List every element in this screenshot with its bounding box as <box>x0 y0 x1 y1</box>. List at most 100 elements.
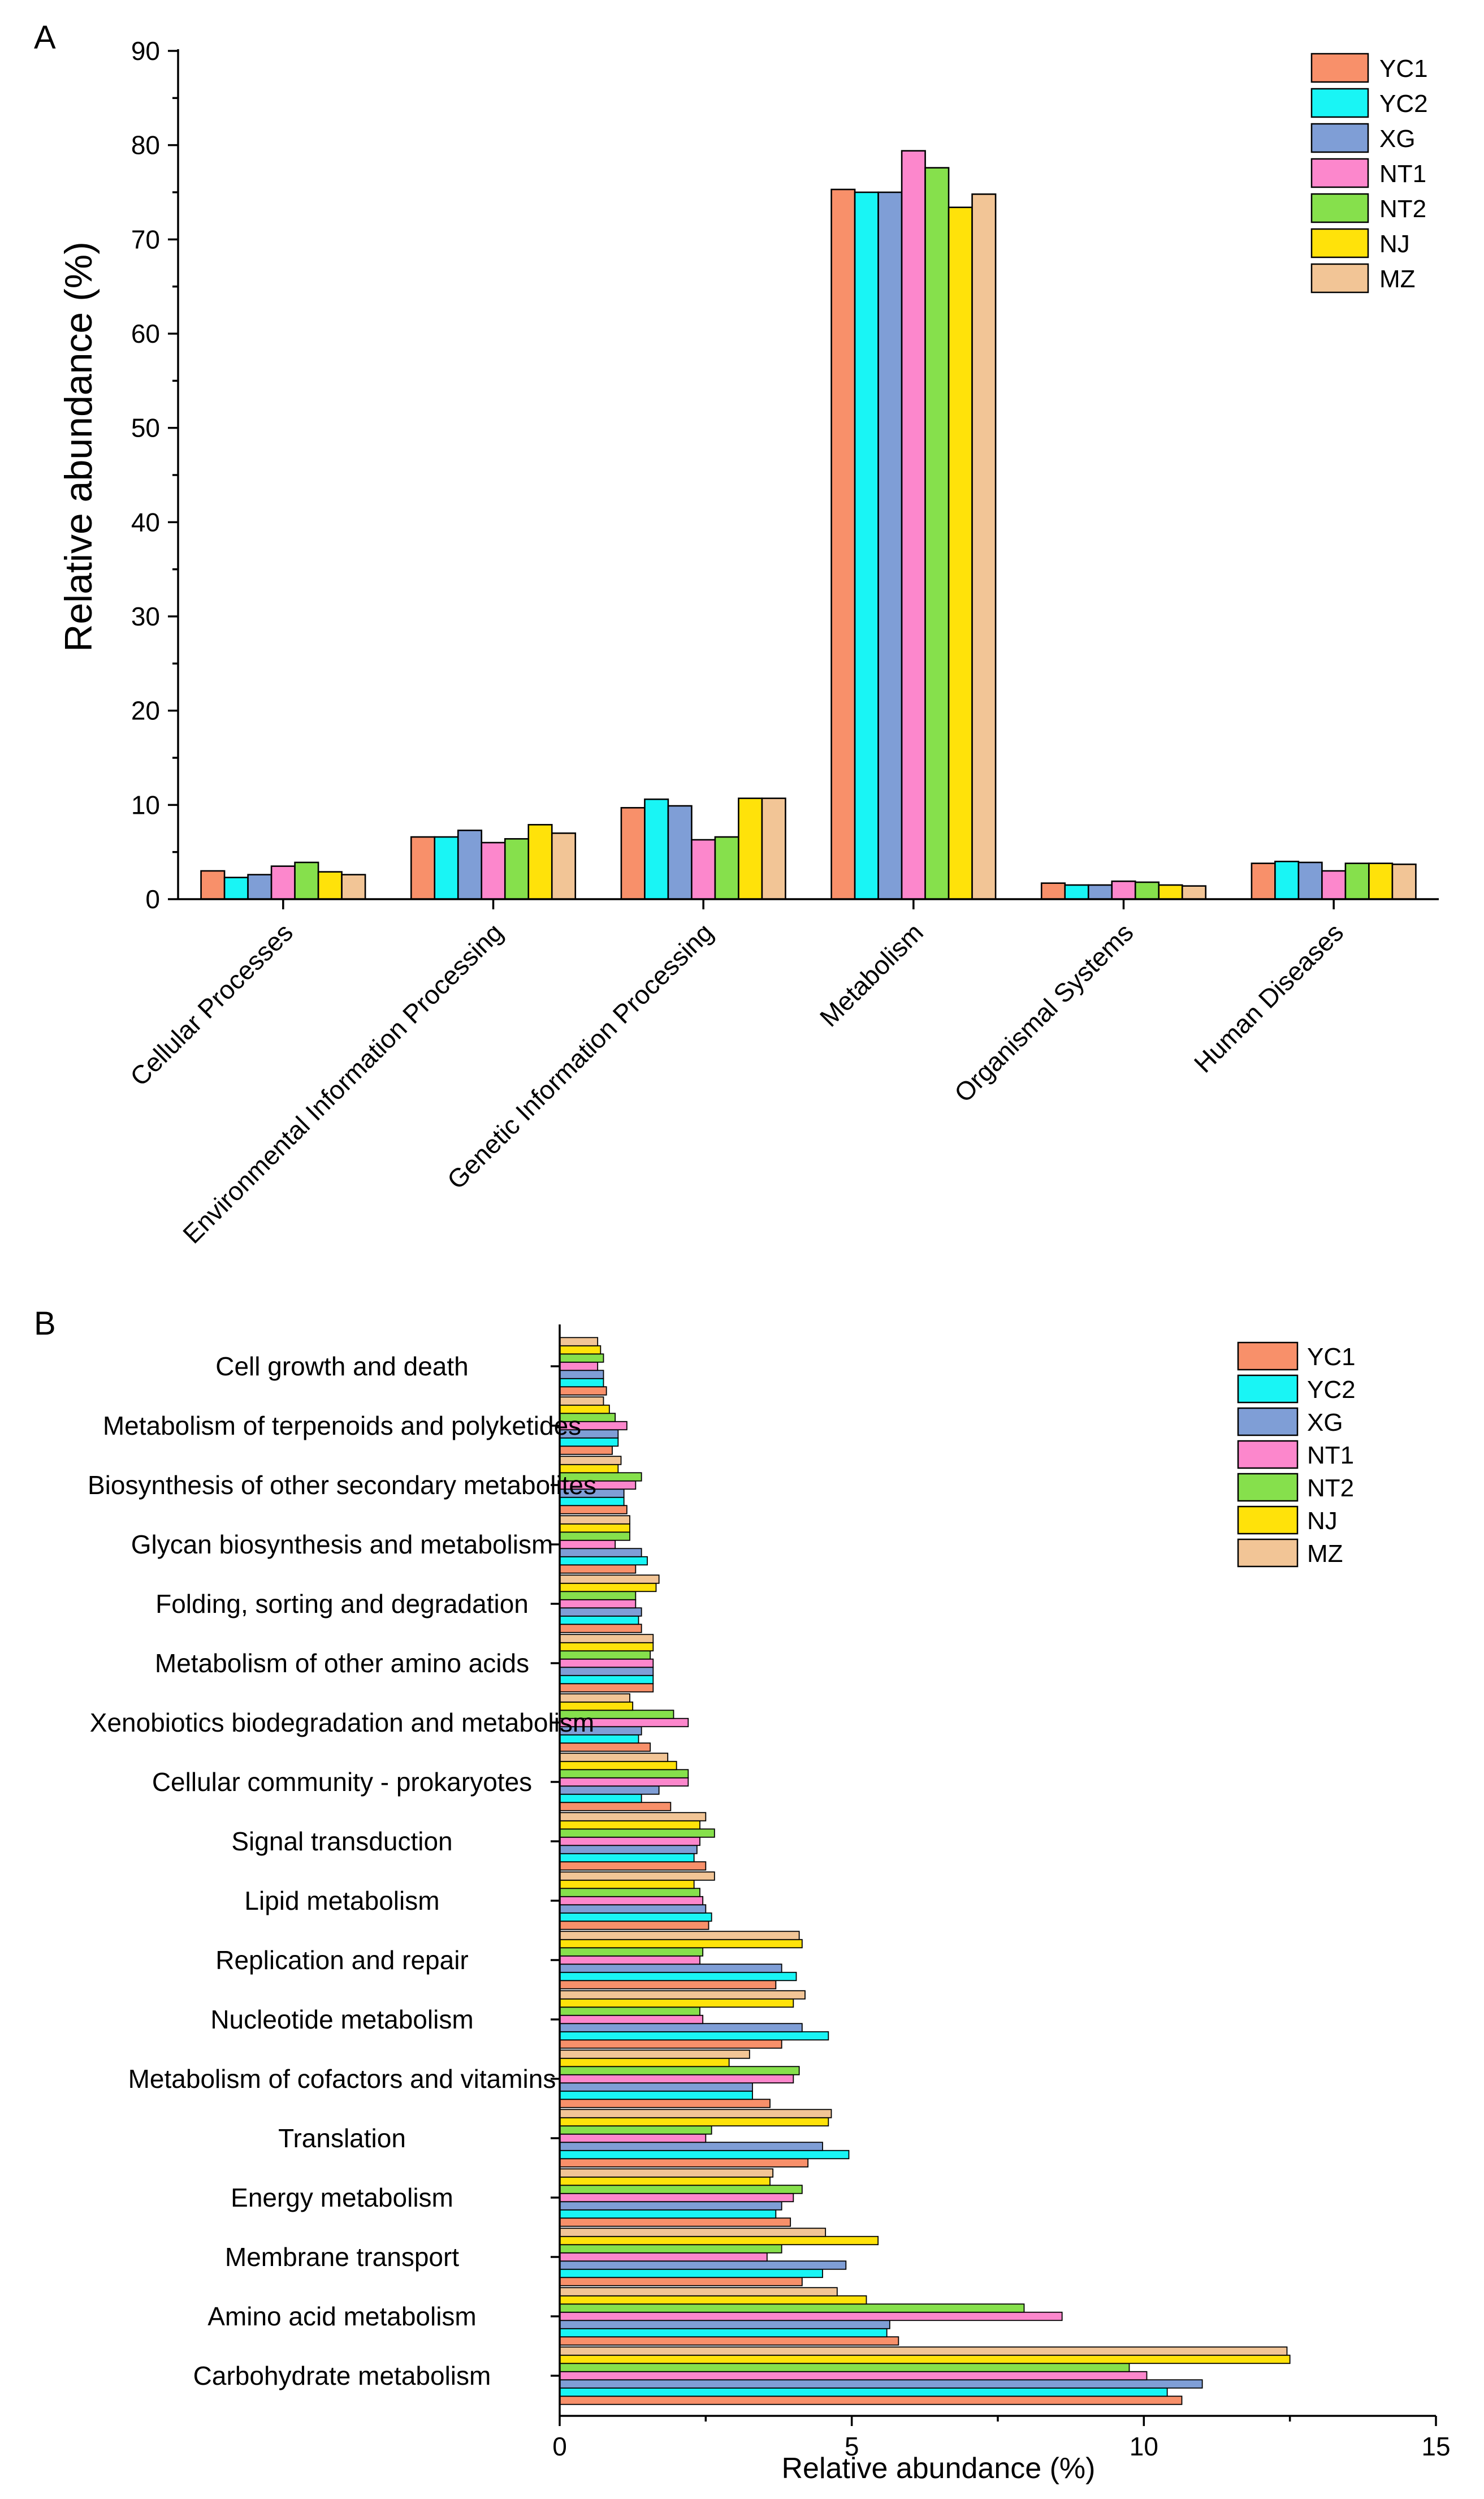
bar-b-xenobiotics-biodegradation-and-metabolism-yc1 <box>559 1742 651 1752</box>
bar-b-glycan-biosynthesis-and-metabolism-nt1 <box>559 1539 616 1550</box>
bar-b-folding-sorting-and-degradation-yc2 <box>559 1615 639 1625</box>
bar-b-signal-transduction-nt2 <box>559 1828 715 1838</box>
bar-b-signal-transduction-yc2 <box>559 1853 695 1863</box>
legend-swatch-b-xg <box>1237 1407 1299 1436</box>
x-tick-label-a: Metabolism <box>814 917 929 1032</box>
y-tick-label-b: Cell growth and death <box>215 1352 469 1381</box>
bar-a-environmental-information-processing-xg <box>457 830 483 900</box>
bar-b-signal-transduction-nj <box>559 1820 700 1830</box>
bar-b-nucleotide-metabolism-yc2 <box>559 2031 829 2041</box>
legend-label-a-yc1: YC1 <box>1379 55 1428 83</box>
bar-a-human-diseases-xg <box>1297 861 1323 900</box>
bar-b-carbohydrate-metabolism-yc1 <box>559 2396 1183 2405</box>
y-tick-label-b: Folding, sorting and degradation <box>155 1589 529 1618</box>
panel-a-bars <box>200 150 1417 900</box>
bar-a-human-diseases-nj <box>1368 862 1394 900</box>
bar-b-signal-transduction-xg <box>559 1845 698 1854</box>
bar-b-metabolism-of-cofactors-and-vitamins-nj <box>559 2057 730 2068</box>
x-tick-label-a: Cellular Processes <box>124 917 298 1091</box>
bar-b-nucleotide-metabolism-xg <box>559 2023 803 2032</box>
legend-label-a-yc2: YC2 <box>1379 90 1428 118</box>
bar-a-genetic-information-processing-xg <box>667 805 693 900</box>
bar-a-environmental-information-processing-nt2 <box>504 838 530 900</box>
bar-b-membrane-transport-nt1 <box>559 2252 768 2262</box>
y-tick-label-b: Carbohydrate metabolism <box>193 2361 491 2390</box>
bar-b-signal-transduction-mz <box>559 1812 707 1822</box>
bar-b-membrane-transport-yc1 <box>559 2277 803 2286</box>
y-tick-label-b: Translation <box>278 2123 406 2153</box>
bar-a-genetic-information-processing-nt2 <box>714 836 739 900</box>
bar-b-energy-metabolism-xg <box>559 2201 782 2211</box>
bar-b-cell-growth-and-death-mz <box>559 1337 599 1346</box>
bar-b-cellular-community-prokaryotes-nt2 <box>559 1769 689 1779</box>
bar-b-folding-sorting-and-degradation-nt1 <box>559 1599 637 1609</box>
y-tick-label-b: Nucleotide metabolism <box>210 2005 473 2034</box>
bar-b-lipid-metabolism-nj <box>559 1879 695 1889</box>
bar-b-biosynthesis-of-other-secondary-metabolites-yc1 <box>559 1505 628 1514</box>
bar-a-human-diseases-nt2 <box>1344 862 1370 900</box>
bar-a-human-diseases-nt1 <box>1321 870 1347 900</box>
bar-b-metabolism-of-cofactors-and-vitamins-mz <box>559 2049 750 2059</box>
bar-a-metabolism-yc1 <box>830 188 856 900</box>
bar-b-cell-growth-and-death-yc2 <box>559 1378 604 1388</box>
bar-b-folding-sorting-and-degradation-mz <box>559 1574 660 1584</box>
x-tick-label-a: Organismal Systems <box>949 917 1139 1108</box>
panel-a-y-axis-title: Relative abundance (%) <box>57 241 100 652</box>
x-tick-label-b: 0 <box>552 2432 567 2461</box>
bar-a-environmental-information-processing-nj <box>527 824 553 900</box>
bar-b-lipid-metabolism-yc1 <box>559 1920 709 1930</box>
bar-b-replication-and-repair-yc1 <box>559 1980 777 1989</box>
legend-swatch-b-nt2 <box>1237 1473 1299 1502</box>
bar-b-nucleotide-metabolism-yc1 <box>559 2039 782 2049</box>
y-tick-label-b: Xenobiotics biodegradation and metabolis… <box>90 1708 594 1737</box>
bar-b-lipid-metabolism-mz <box>559 1871 715 1881</box>
bar-b-metabolism-of-cofactors-and-vitamins-nt2 <box>559 2066 800 2075</box>
y-tick-label-b: Metabolism of terpenoids and polyketides <box>103 1411 581 1440</box>
bar-a-genetic-information-processing-yc2 <box>644 799 669 900</box>
bar-b-amino-acid-metabolism-nt1 <box>559 2311 1063 2321</box>
x-tick-label-b: 10 <box>1130 2432 1158 2461</box>
bar-b-translation-yc1 <box>559 2158 809 2168</box>
bar-b-amino-acid-metabolism-xg <box>559 2320 890 2329</box>
legend-swatch-b-yc2 <box>1237 1374 1299 1404</box>
panel-b-x-axis-title: Relative abundance (%) <box>782 2452 1096 2485</box>
bar-a-environmental-information-processing-yc1 <box>410 836 436 900</box>
bar-b-cell-growth-and-death-nt2 <box>559 1353 604 1363</box>
y-tick-label-b: Signal transduction <box>231 1827 452 1856</box>
legend-swatch-a-yc1 <box>1310 53 1369 83</box>
y-tick-label-a: 80 <box>131 131 160 160</box>
y-tick-label-a: 20 <box>131 696 160 726</box>
y-tick-label-b: Metabolism of other amino acids <box>155 1648 529 1678</box>
bar-b-metabolism-of-other-amino-acids-nt2 <box>559 1650 651 1660</box>
y-tick-label-b: Lipid metabolism <box>244 1886 439 1915</box>
panel-b-axes: Cell growth and death Metabolism of terpe… <box>88 1324 1451 2461</box>
bar-b-cellular-community-prokaryotes-yc2 <box>559 1793 642 1803</box>
bar-b-glycan-biosynthesis-and-metabolism-nj <box>559 1523 630 1533</box>
y-tick-label-a: 30 <box>131 602 160 631</box>
legend-label-a-mz: MZ <box>1379 265 1416 293</box>
bar-b-energy-metabolism-yc1 <box>559 2217 791 2227</box>
bar-b-translation-xg <box>559 2142 823 2151</box>
bar-a-metabolism-yc2 <box>854 191 879 900</box>
bar-a-metabolism-xg <box>877 191 903 900</box>
bar-a-organismal-systems-yc1 <box>1040 882 1066 900</box>
bar-b-translation-yc2 <box>559 2150 850 2160</box>
bar-a-human-diseases-yc1 <box>1251 862 1276 900</box>
bar-b-signal-transduction-yc1 <box>559 1861 707 1871</box>
bar-b-amino-acid-metabolism-yc2 <box>559 2328 888 2338</box>
bar-b-carbohydrate-metabolism-nt1 <box>559 2371 1148 2381</box>
panel-b-bars <box>559 1337 1291 2405</box>
bar-b-energy-metabolism-mz <box>559 2168 774 2178</box>
y-tick-label-b: Metabolism of cofactors and vitamins <box>128 2064 556 2094</box>
bar-a-genetic-information-processing-yc1 <box>620 807 646 900</box>
x-tick-label-a: Environmental Information Processing <box>177 917 508 1249</box>
y-tick-label-a: 90 <box>131 36 160 66</box>
x-tick-label-a: Human Diseases <box>1188 917 1349 1078</box>
bar-a-genetic-information-processing-mz <box>761 797 786 900</box>
bar-b-carbohydrate-metabolism-yc2 <box>559 2387 1168 2397</box>
bar-b-folding-sorting-and-degradation-nt2 <box>559 1591 637 1600</box>
bar-b-replication-and-repair-nt1 <box>559 1955 700 1965</box>
legend-swatch-a-nt2 <box>1310 193 1369 223</box>
bar-a-organismal-systems-mz <box>1181 885 1207 900</box>
bar-b-metabolism-of-terpenoids-and-polyketides-mz <box>559 1396 604 1406</box>
